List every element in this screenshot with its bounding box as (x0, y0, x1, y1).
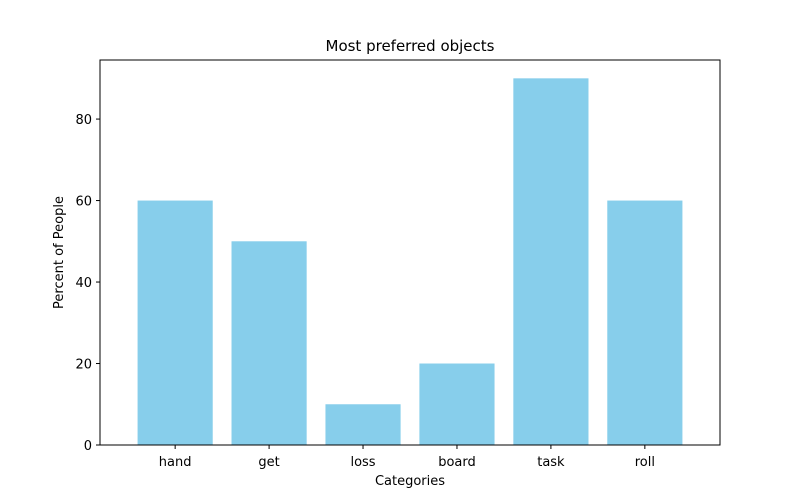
bar-loss (325, 404, 401, 445)
bars-layer (137, 78, 683, 445)
bar-get (231, 241, 307, 445)
y-axis-ticks: 0 20 40 60 80 (75, 113, 100, 454)
x-tick-label: get (258, 455, 279, 470)
y-tick-label: 20 (75, 358, 92, 373)
x-tick-label: roll (635, 455, 655, 470)
y-tick-label: 80 (75, 113, 92, 128)
chart-title: Most preferred objects (326, 37, 495, 55)
x-tick-label: hand (159, 455, 192, 470)
bar-roll (607, 200, 683, 445)
bar-hand (137, 200, 213, 445)
x-axis-label: Categories (375, 474, 445, 489)
y-axis-label: Percent of People (52, 196, 67, 309)
bar-task (513, 78, 589, 445)
x-tick-label: loss (350, 455, 375, 470)
y-tick-label: 60 (75, 195, 92, 210)
y-tick-label: 0 (84, 439, 92, 454)
plot-frame (99, 59, 721, 446)
x-axis-ticks: hand get loss board task roll (159, 445, 655, 470)
y-tick-label: 40 (75, 276, 92, 291)
x-tick-label: task (537, 455, 565, 470)
x-tick-label: board (438, 455, 476, 470)
bar-board (419, 363, 495, 445)
